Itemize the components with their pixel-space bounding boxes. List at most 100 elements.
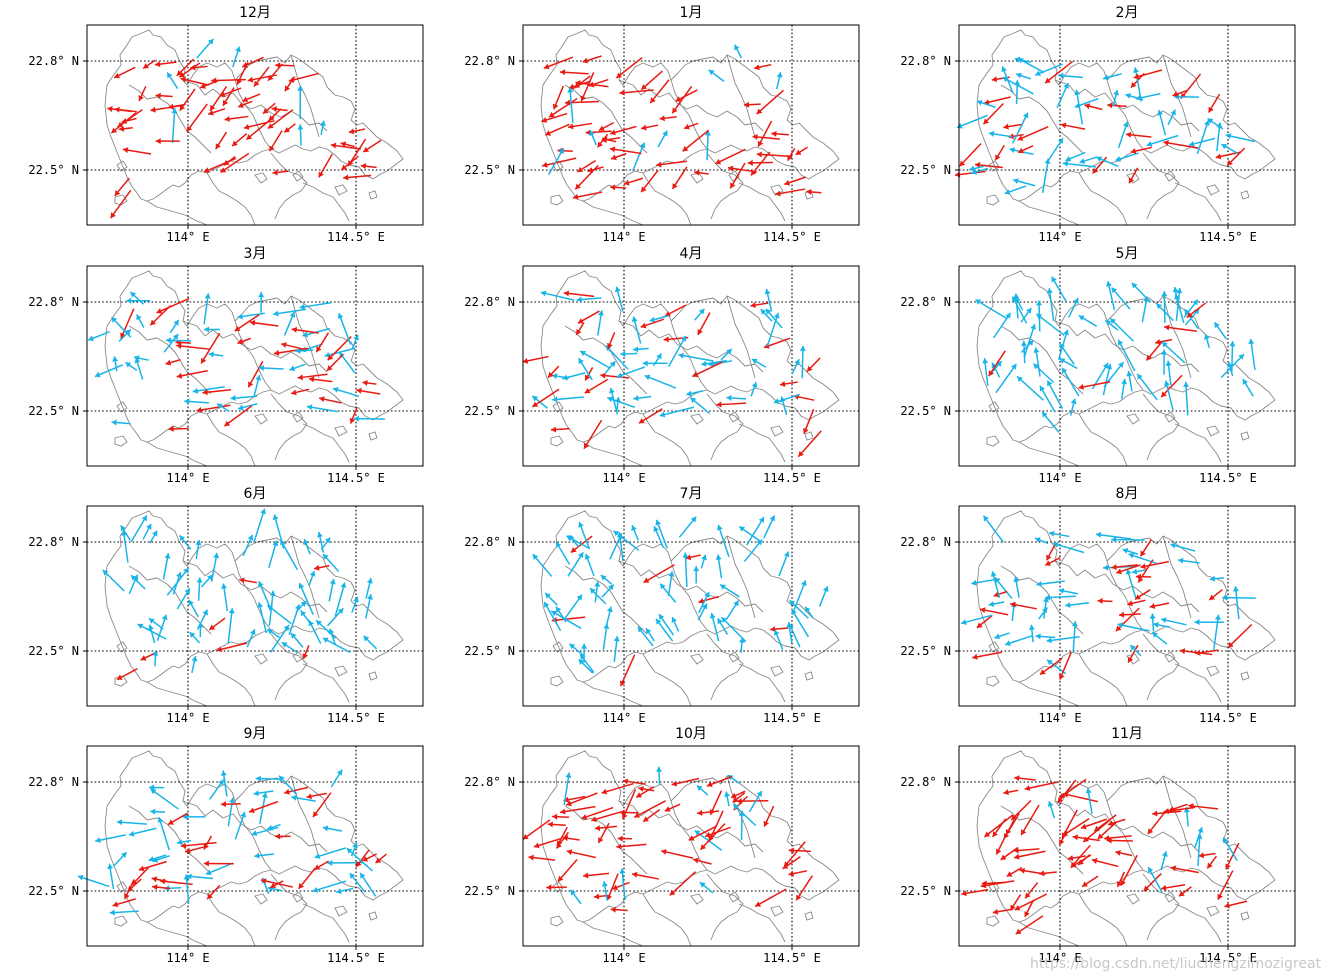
wind-arrow	[1122, 547, 1139, 555]
wind-arrow	[659, 115, 677, 122]
panel-frame	[958, 265, 1296, 467]
wind-arrow	[532, 553, 553, 577]
wind-arrow	[247, 360, 264, 388]
wind-arrow	[184, 846, 205, 854]
wind-arrow	[237, 403, 258, 411]
wind-arrow	[272, 514, 285, 549]
wind-arrow	[278, 775, 298, 796]
wind-arrow	[195, 539, 202, 559]
wind-arrow	[1161, 291, 1168, 323]
panel-title: 9月	[244, 726, 267, 742]
wind-arrow	[575, 80, 609, 88]
wind-arrow	[291, 794, 316, 802]
longitude-label: 114.5° E	[763, 230, 821, 244]
wind-arrow	[1133, 69, 1163, 80]
wind-arrow	[1111, 536, 1145, 543]
wind-arrows	[954, 56, 1256, 195]
wind-arrow	[1206, 855, 1218, 869]
wind-arrow	[655, 519, 668, 549]
wind-arrow	[649, 315, 669, 323]
wind-arrow	[1208, 589, 1223, 601]
wind-arrow	[559, 69, 589, 76]
wind-arrow	[176, 370, 208, 379]
wind-arrow	[1215, 151, 1240, 160]
wind-arrow	[806, 357, 821, 373]
wind-arrow	[216, 403, 230, 413]
wind-arrow	[1020, 804, 1040, 836]
wind-arrow	[1157, 109, 1167, 136]
wind-arrow	[1222, 594, 1256, 601]
wind-arrow	[216, 642, 248, 653]
wind-arrow	[993, 312, 1012, 339]
wind-arrow	[1010, 799, 1032, 821]
latitude-label: 22.5° N	[464, 644, 515, 658]
wind-arrow	[234, 811, 247, 840]
wind-arrow	[616, 843, 647, 850]
wind-arrow	[281, 641, 298, 654]
wind-arrow	[726, 395, 747, 401]
wind-arrow	[1174, 93, 1199, 100]
wind-arrow	[612, 881, 630, 891]
wind-arrow	[581, 806, 614, 820]
wind-arrow	[1041, 411, 1060, 433]
wind-arrow	[659, 406, 694, 418]
wind-arrow	[1012, 112, 1029, 144]
wind-arrow	[273, 347, 309, 356]
longitude-label: 114° E	[602, 471, 645, 485]
longitude-label: 114° E	[602, 951, 645, 965]
wind-arrow	[253, 790, 274, 797]
wind-arrow	[1170, 542, 1196, 552]
panel-frame	[522, 24, 860, 226]
wind-arrow	[1046, 636, 1080, 644]
wind-arrow	[1125, 131, 1152, 138]
wind-arrow	[594, 581, 601, 603]
wind-arrow	[757, 120, 773, 147]
wind-arrow	[355, 849, 370, 868]
wind-arrow	[220, 801, 241, 808]
wind-arrow	[1130, 146, 1152, 155]
wind-arrow	[1165, 360, 1172, 386]
wind-arrow	[1006, 866, 1023, 878]
wind-arrow	[979, 607, 1009, 616]
latitude-label: 22.8° N	[900, 775, 951, 789]
wind-arrow	[268, 108, 282, 122]
wind-arrow	[982, 515, 1004, 543]
wind-arrow	[1126, 370, 1133, 392]
panel-frame	[958, 505, 1296, 707]
wind-arrow	[1097, 821, 1118, 840]
wind-arrow	[779, 381, 798, 387]
wind-arrow	[248, 800, 279, 814]
latitude-label: 22.8° N	[900, 535, 951, 549]
wind-arrow	[251, 826, 279, 837]
wind-arrow	[152, 884, 171, 891]
wind-arrow	[1120, 854, 1138, 887]
wind-arrow	[1044, 556, 1061, 567]
wind-arrow	[365, 577, 373, 599]
wind-arrow	[77, 874, 110, 888]
wind-arrow	[784, 176, 806, 186]
wind-arrow	[356, 387, 381, 395]
wind-arrow	[631, 316, 642, 344]
wind-arrow	[189, 631, 201, 644]
wind-arrow	[609, 146, 642, 155]
wind-arrow	[299, 301, 332, 310]
wind-arrow	[186, 103, 208, 133]
panel-title: 1月	[680, 5, 703, 21]
latitude-label: 22.5° N	[464, 884, 515, 898]
wind-arrow	[1104, 319, 1119, 331]
wind-arrow	[615, 56, 643, 79]
wind-arrow	[272, 169, 289, 176]
wind-arrow	[601, 782, 634, 795]
panel-frame	[86, 265, 424, 467]
map-panel: 3月 114° E 114.5° E 22.8° N 22.5° N	[28, 246, 424, 485]
latitude-label: 22.5° N	[464, 404, 515, 418]
wind-arrow	[576, 296, 602, 303]
wind-arrow	[664, 803, 681, 812]
wind-arrow	[1036, 580, 1065, 588]
wind-arrow	[112, 356, 119, 372]
wind-arrow	[1056, 82, 1069, 109]
wind-arrow	[1039, 385, 1056, 413]
wind-arrow	[290, 388, 310, 396]
wind-arrow	[1242, 378, 1254, 397]
